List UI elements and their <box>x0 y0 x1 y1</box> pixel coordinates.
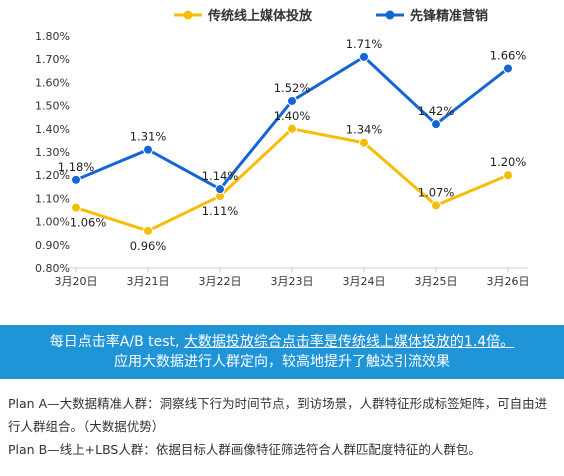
data-point <box>215 184 225 195</box>
data-label: 0.96% <box>130 239 167 253</box>
data-label: 1.52% <box>274 81 311 95</box>
x-tick-label: 3月26日 <box>487 275 530 288</box>
y-tick-label: 1.50% <box>35 100 70 113</box>
data-label: 1.07% <box>418 185 455 199</box>
data-label: 1.66% <box>490 48 527 62</box>
x-tick-label: 3月24日 <box>343 275 386 288</box>
data-point <box>143 144 153 155</box>
plan-notes: Plan A—大数据精准人群：洞察线下行为时间节点，到访场景，人群特征形成标签矩… <box>8 392 558 461</box>
data-point <box>287 123 297 134</box>
y-tick-label: 1.40% <box>35 123 70 136</box>
data-label: 1.11% <box>202 204 239 218</box>
data-label: 1.40% <box>274 109 311 123</box>
y-tick-label: 1.30% <box>35 146 70 159</box>
banner-line-1: 每日点击率A/B test, 大数据投放综合点击率是传统线上媒体投放的1.4倍。 <box>0 332 564 352</box>
plan-b-note: Plan B—线上+LBS人群：依据目标人群画像特征筛选符合人群匹配度特征的人群… <box>8 442 481 457</box>
chart-svg: 传统线上媒体投放 先锋精准营销0.80%0.90%1.00%1.10%1.20%1… <box>35 8 530 288</box>
y-tick-label: 1.20% <box>35 169 70 182</box>
y-tick-label: 1.70% <box>35 53 70 66</box>
x-tick-label: 3月25日 <box>415 275 458 288</box>
legend-swatch-marker <box>385 10 395 20</box>
y-tick-label: 1.10% <box>35 192 70 205</box>
data-point <box>71 174 81 185</box>
data-point <box>503 63 513 74</box>
data-point <box>431 200 441 211</box>
banner-line-1-highlight: 大数据投放综合点击率是传统线上媒体投放的1.4倍。 <box>183 334 515 350</box>
legend-label: 传统线上媒体投放 <box>207 8 313 24</box>
y-tick-label: 1.60% <box>35 76 70 89</box>
banner-line-1-prefix: 每日点击率A/B test, <box>49 334 184 350</box>
legend-label: 先锋精准营销 <box>410 8 488 24</box>
y-tick-label: 0.80% <box>35 262 70 275</box>
y-tick-label: 1.00% <box>35 216 70 229</box>
data-point <box>359 51 369 62</box>
series-line <box>75 55 509 191</box>
data-label: 1.34% <box>346 123 383 137</box>
data-label: 1.20% <box>490 155 527 169</box>
data-point <box>143 225 153 236</box>
banner-line-2: 应用大数据进行人群定向，较高地提升了触达引流效果 <box>114 354 450 370</box>
data-point <box>359 137 369 148</box>
series-line <box>75 127 509 233</box>
data-label: 1.06% <box>70 216 107 230</box>
data-label: 1.18% <box>58 160 95 174</box>
data-point <box>287 95 297 106</box>
legend-swatch-marker <box>183 10 193 20</box>
data-label: 1.14% <box>202 169 239 183</box>
data-point <box>503 170 513 181</box>
summary-banner: 每日点击率A/B test, 大数据投放综合点击率是传统线上媒体投放的1.4倍。… <box>0 325 564 379</box>
x-tick-label: 3月20日 <box>55 275 98 288</box>
data-point <box>431 119 441 130</box>
data-label: 1.71% <box>346 37 383 51</box>
y-tick-label: 1.80% <box>35 30 70 43</box>
y-tick-label: 0.90% <box>35 239 70 252</box>
x-tick-label: 3月22日 <box>199 275 242 288</box>
line-chart: 传统线上媒体投放 先锋精准营销 0.80% 0.90% 1.00% 1.10% 1.20% 1… <box>35 8 530 288</box>
x-tick-label: 3月23日 <box>271 275 314 288</box>
data-label: 1.31% <box>130 130 167 144</box>
x-tick-label: 3月21日 <box>127 275 170 288</box>
data-label: 1.42% <box>418 104 455 118</box>
plan-a-note: Plan A—大数据精准人群：洞察线下行为时间节点，到访场景，人群特征形成标签矩… <box>8 396 548 434</box>
data-point <box>71 202 81 213</box>
